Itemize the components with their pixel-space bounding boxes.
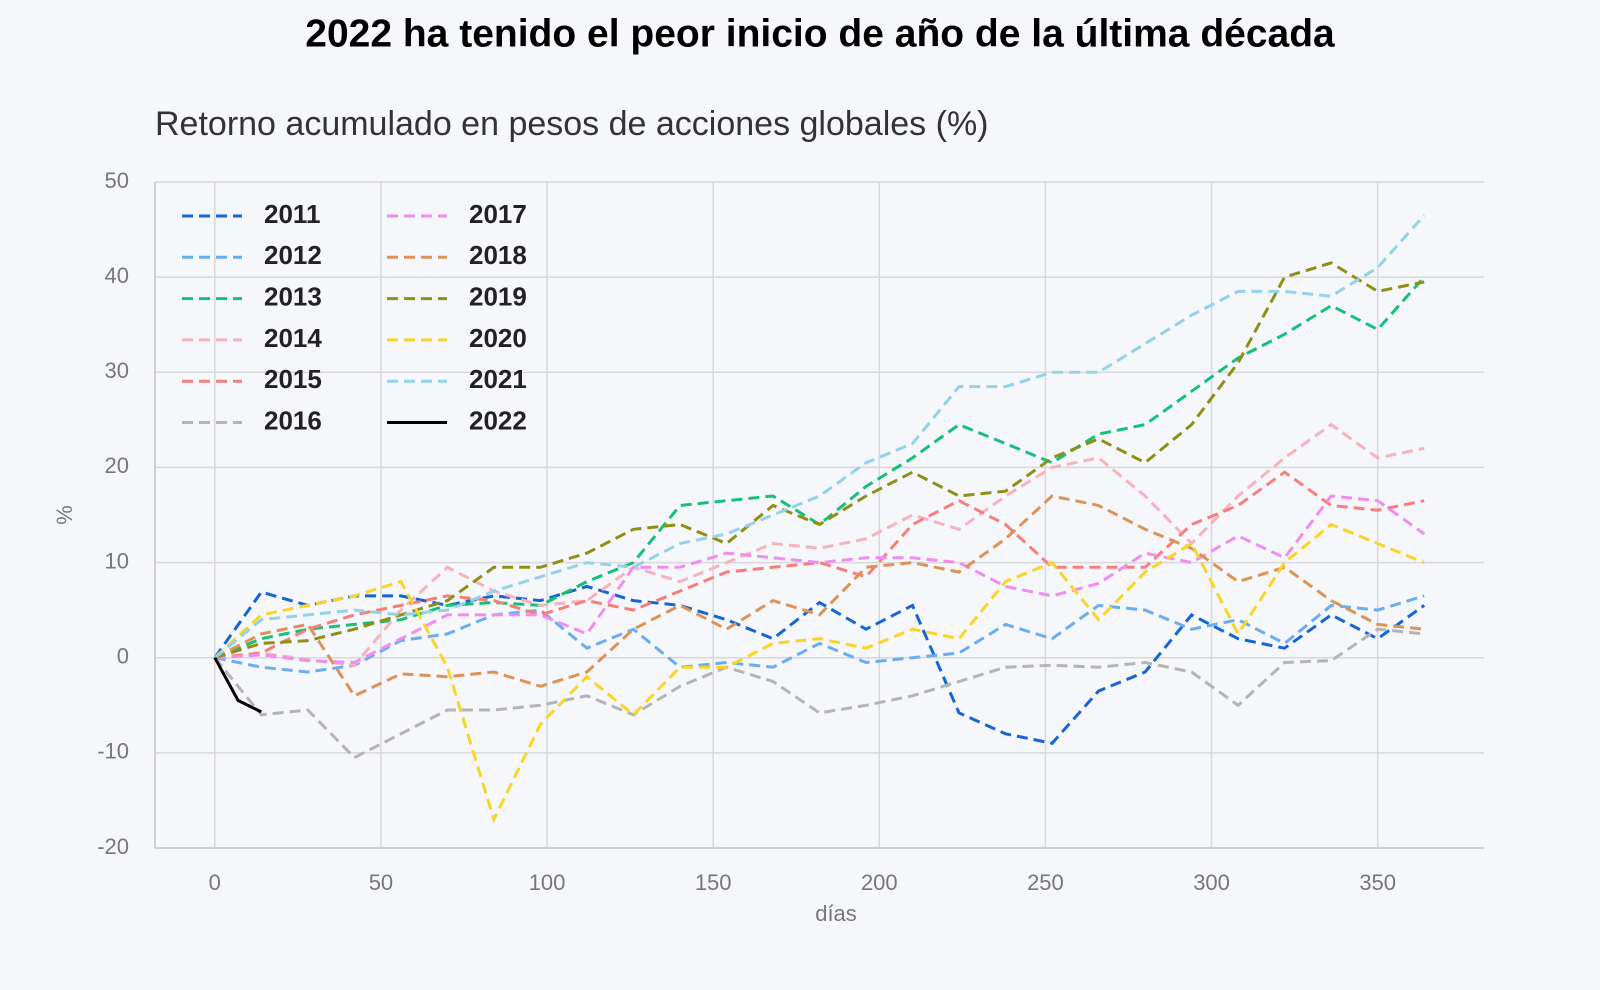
- x-tick-label: 350: [1359, 870, 1396, 895]
- x-tick-label: 300: [1193, 870, 1230, 895]
- legend-label: 2019: [469, 281, 527, 311]
- chart-title: 2022 ha tenido el peor inicio de año de …: [305, 12, 1335, 55]
- legend-label: 2013: [264, 281, 322, 311]
- legend-label: 2018: [469, 240, 527, 270]
- grid: -20 -10 0 10 20 30 40 50 0 50 100 150 200 250 300 350: [97, 168, 1484, 895]
- x-tick-label: 250: [1027, 870, 1064, 895]
- y-tick-label: -10: [97, 739, 129, 764]
- x-axis-label: días: [815, 901, 857, 926]
- x-tick-label: 50: [369, 870, 393, 895]
- series-line: [213, 214, 1426, 659]
- series-line: [213, 584, 1426, 745]
- y-tick-label: 10: [105, 548, 129, 573]
- series-line: [214, 494, 1425, 698]
- lines: [213, 214, 1426, 824]
- x-tick-label: 100: [529, 870, 566, 895]
- legend-label: 2012: [264, 240, 322, 270]
- series-line: [214, 494, 1426, 665]
- x-tick-label: 200: [861, 870, 898, 895]
- series-line: [213, 522, 1425, 824]
- series-line: [214, 470, 1425, 660]
- y-axis-label: %: [52, 505, 77, 525]
- series-line: [213, 656, 262, 714]
- series-line: [214, 594, 1425, 674]
- y-tick-label: 30: [105, 358, 129, 383]
- legend-label: 2011: [264, 199, 320, 229]
- legend-label: 2021: [469, 364, 527, 394]
- legend-label: 2016: [264, 405, 322, 435]
- y-tick-label: 40: [105, 263, 129, 288]
- legend: 2011 2012 2013 2014 2015 2016 2017 2018 2019 2020…: [182, 199, 527, 435]
- legend-label: 2014: [264, 323, 322, 353]
- legend-label: 2017: [469, 199, 527, 229]
- legend-label: 2022: [469, 405, 527, 435]
- chart-subtitle: Retorno acumulado en pesos de acciones g…: [155, 105, 989, 143]
- y-tick-label: 0: [117, 644, 129, 669]
- legend-label: 2015: [264, 364, 322, 394]
- y-tick-label: -20: [97, 834, 129, 859]
- series-line: [214, 276, 1426, 660]
- series-line: [213, 627, 1425, 760]
- x-tick-label: 0: [209, 870, 221, 895]
- y-tick-label: 20: [105, 453, 129, 478]
- y-tick-label: 50: [105, 168, 129, 193]
- legend-label: 2020: [469, 323, 527, 353]
- x-tick-label: 150: [695, 870, 732, 895]
